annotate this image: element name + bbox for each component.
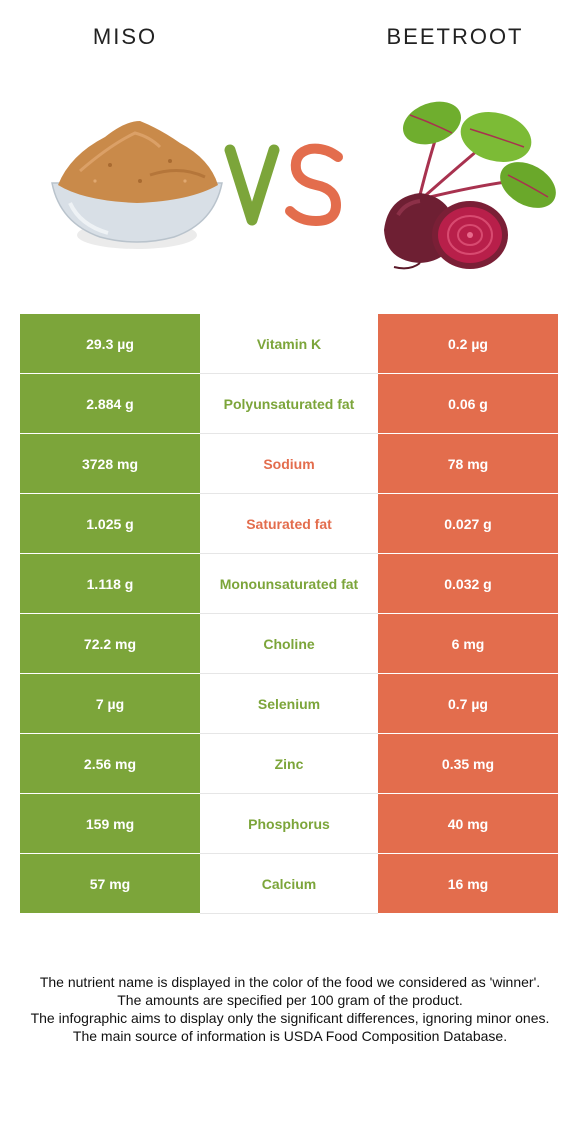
right-value: 6 mg [378,614,558,674]
right-value: 0.06 g [378,374,558,434]
right-value: 0.032 g [378,554,558,614]
table-row: 3728 mg Sodium 78 mg [20,434,558,494]
table-row: 2.884 g Polyunsaturated fat 0.06 g [20,374,558,434]
right-value: 40 mg [378,794,558,854]
right-value: 0.7 µg [378,674,558,734]
left-value: 72.2 mg [20,614,200,674]
nutrient-name: Saturated fat [200,494,378,554]
left-food-title: MISO [92,24,158,49]
nutrient-name: Phosphorus [200,794,378,854]
nutrient-name: Vitamin K [200,314,378,374]
right-value: 0.027 g [378,494,558,554]
footer-note: The infographic aims to display only the… [30,1010,550,1026]
right-value: 0.35 mg [378,734,558,794]
footer-note: The amounts are specified per 100 gram o… [117,992,463,1008]
left-value: 1.025 g [20,494,200,554]
left-value: 3728 mg [20,434,200,494]
right-value: 0.2 µg [378,314,558,374]
left-value: 159 mg [20,794,200,854]
table-row: 57 mg Calcium 16 mg [20,854,558,914]
left-value: 7 µg [20,674,200,734]
nutrient-name: Polyunsaturated fat [200,374,378,434]
miso-bowl-image [51,121,223,249]
right-value: 78 mg [378,434,558,494]
left-value: 2.884 g [20,374,200,434]
left-value: 2.56 mg [20,734,200,794]
nutrient-name: Zinc [200,734,378,794]
table-row: 1.025 g Saturated fat 0.027 g [20,494,558,554]
footer-note: The nutrient name is displayed in the co… [39,974,541,990]
right-value: 16 mg [378,854,558,914]
nutrient-comparison-table: 29.3 µg Vitamin K 0.2 µg 2.884 g Polyunsatur… [20,314,558,914]
right-food-title: BEETROOT [386,24,524,49]
hero-illustration [51,101,556,270]
table-row: 72.2 mg Choline 6 mg [20,614,558,674]
nutrient-name: Choline [200,614,378,674]
nutrient-name: Monounsaturated fat [200,554,378,614]
nutrient-name: Sodium [200,434,378,494]
table-row: 7 µg Selenium 0.7 µg [20,674,558,734]
nutrient-name: Calcium [200,854,378,914]
footer-notes: The nutrient name is displayed in the co… [15,973,565,1045]
nutrient-name: Selenium [200,674,378,734]
table-row: 29.3 µg Vitamin K 0.2 µg [20,314,558,374]
vs-symbol [224,143,343,227]
table-row: 1.118 g Monounsaturated fat 0.032 g [20,554,558,614]
hero-images [0,85,580,295]
footer-note: The main source of information is USDA F… [72,1028,508,1044]
table-row: 159 mg Phosphorus 40 mg [20,794,558,854]
beetroot-image [384,101,556,270]
left-value: 29.3 µg [20,314,200,374]
left-value: 1.118 g [20,554,200,614]
left-value: 57 mg [20,854,200,914]
table-row: 2.56 mg Zinc 0.35 mg [20,734,558,794]
